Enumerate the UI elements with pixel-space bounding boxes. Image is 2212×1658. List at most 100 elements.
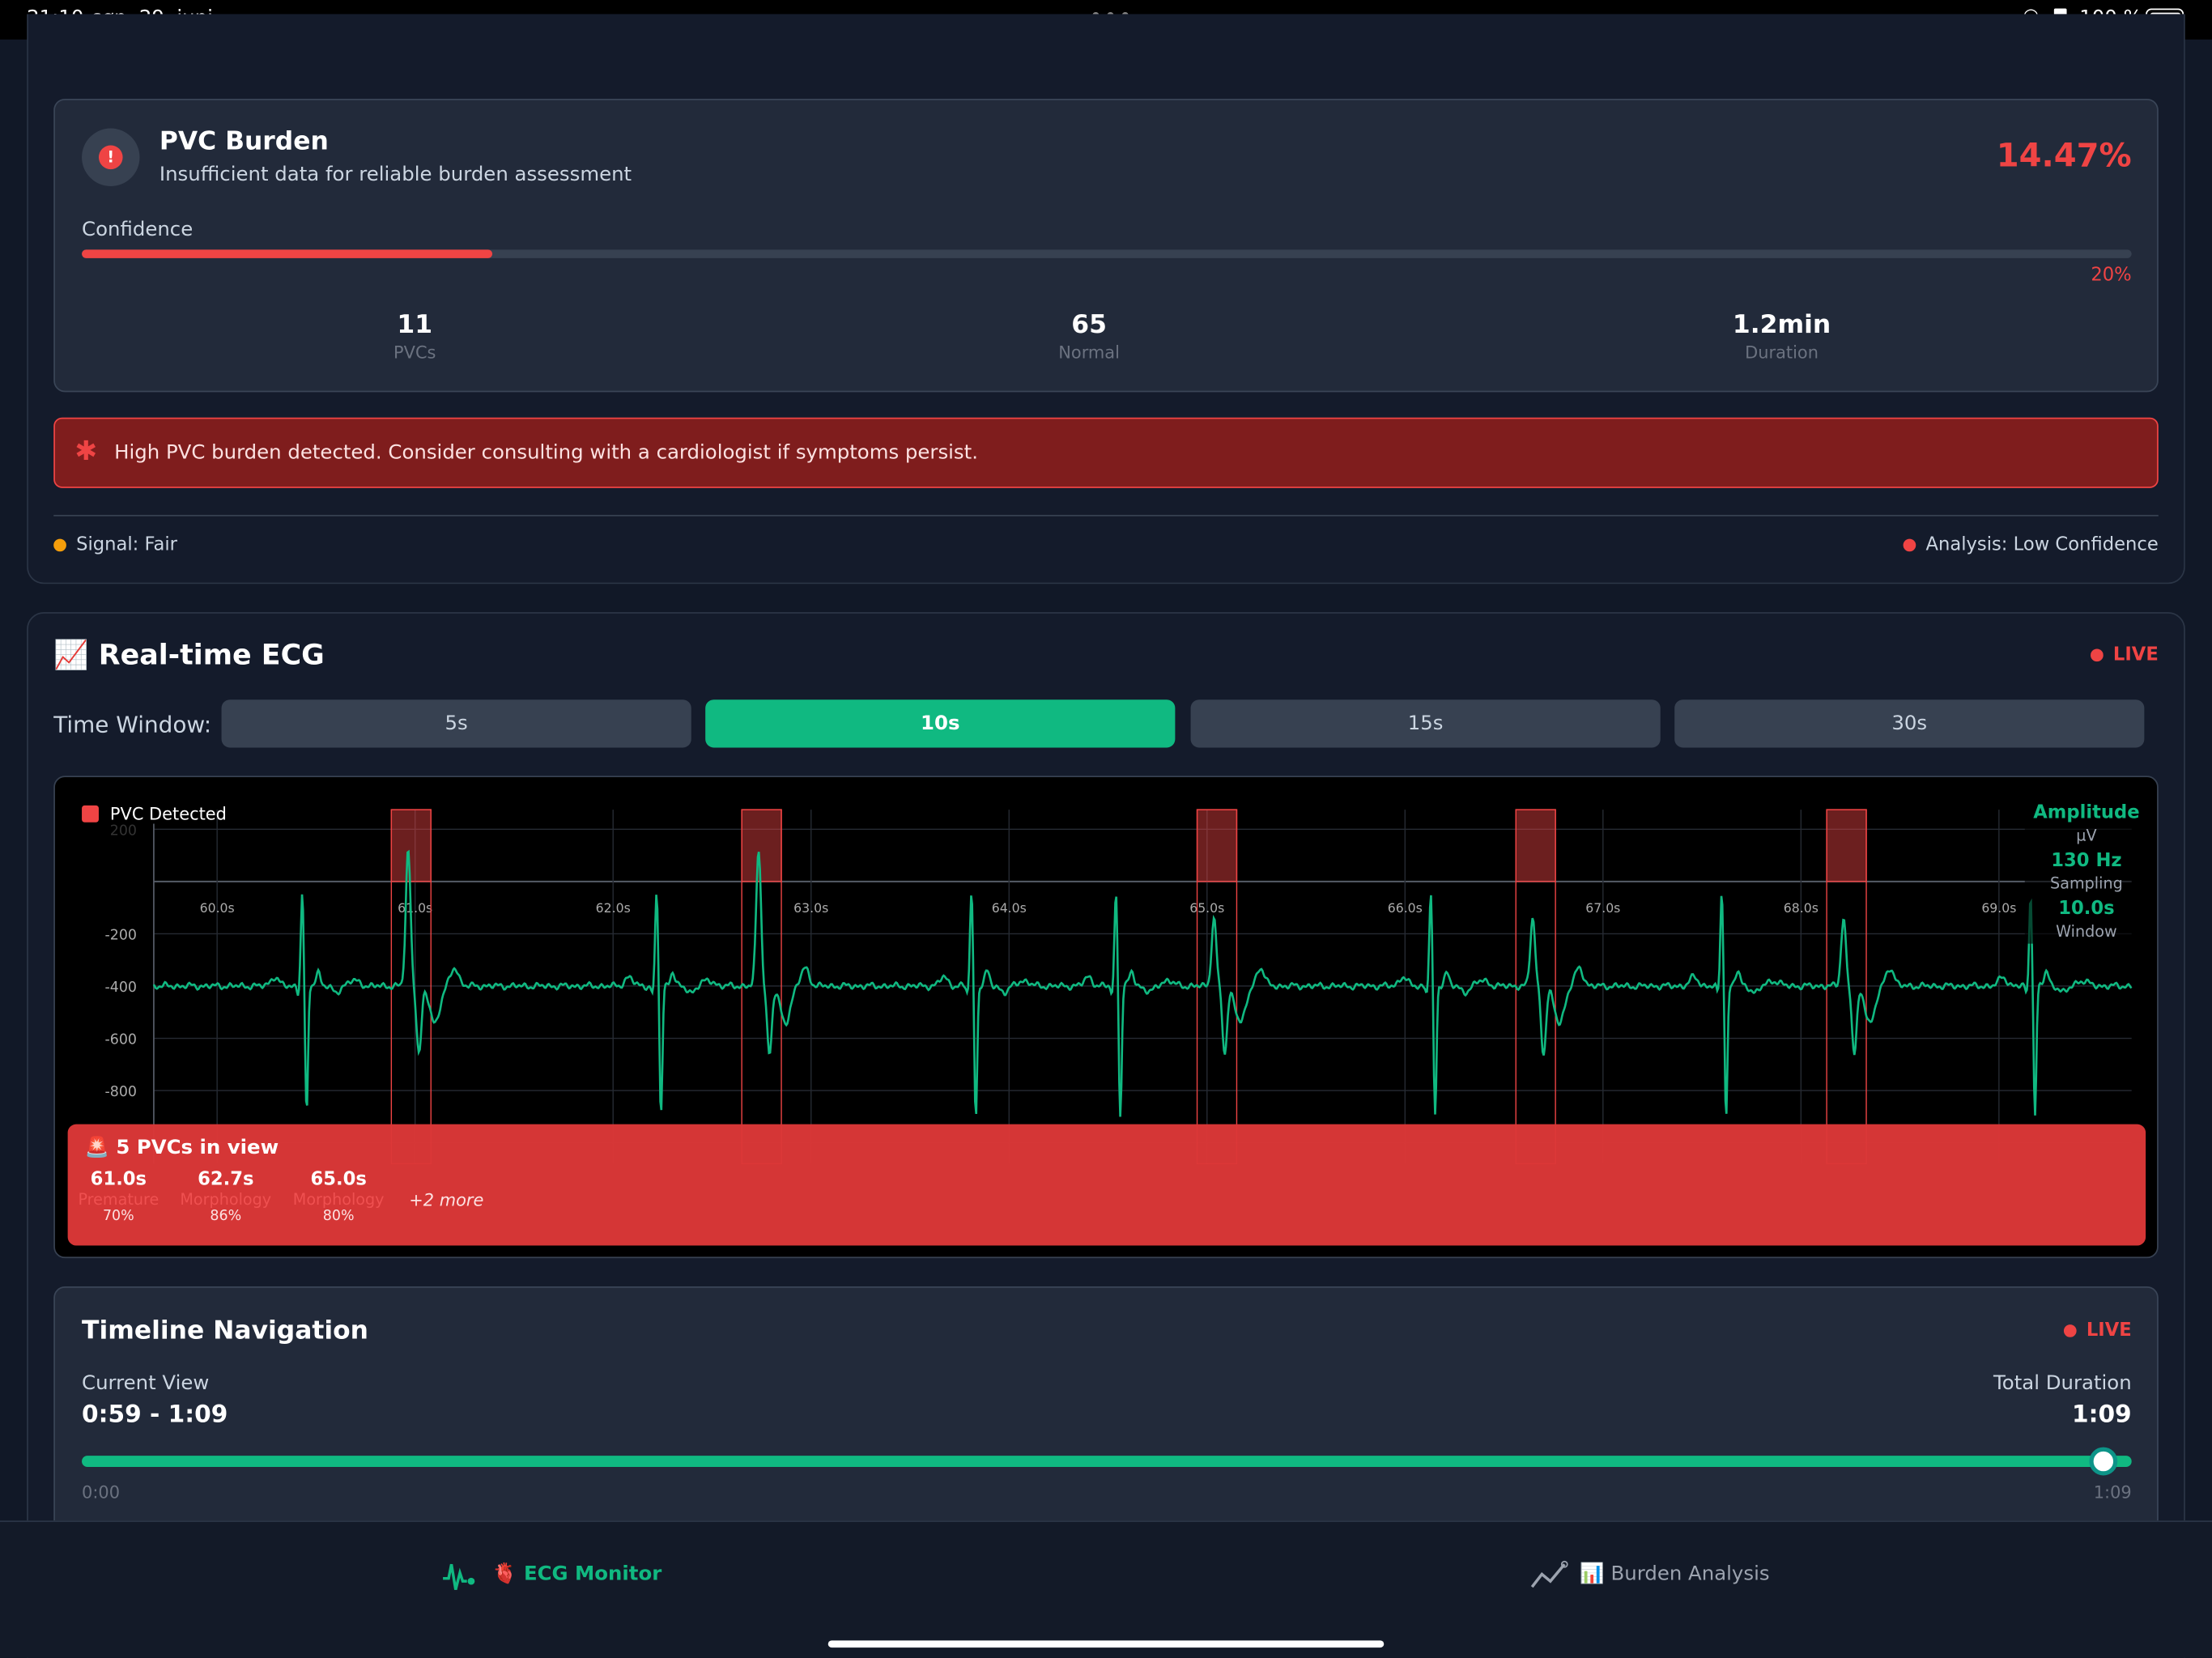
pvc-item[interactable]: 62.7s Morphology 86% bbox=[180, 1169, 271, 1224]
confidence-percent: 20% bbox=[2091, 265, 2132, 287]
pvc-type: Morphology bbox=[292, 1190, 385, 1209]
burden-title: PVC Burden bbox=[159, 126, 329, 157]
stat-normal: 65 Normal bbox=[1058, 310, 1120, 362]
confidence-label: Confidence bbox=[82, 219, 194, 241]
tab-ecg-monitor[interactable]: 🫀 ECG Monitor bbox=[441, 1556, 661, 1592]
siren-icon: 🚨 bbox=[84, 1137, 109, 1160]
y-tick-label: -200 bbox=[104, 927, 137, 943]
stat-label: Normal bbox=[1058, 342, 1120, 363]
pvc-summary-overlay: 🚨 5 PVCs in view 61.0s Premature 70% 62.… bbox=[67, 1124, 2146, 1246]
confidence-bar-fill bbox=[82, 249, 492, 258]
asterisk-icon: ✱ bbox=[74, 436, 98, 467]
pvc-confidence: 80% bbox=[322, 1209, 355, 1225]
time-window-label: Time Window: bbox=[53, 711, 212, 738]
chart-legend: PVC Detected bbox=[82, 804, 227, 824]
stat-value: 11 bbox=[397, 310, 433, 340]
x-tick-label: 69.0s bbox=[1981, 900, 2016, 916]
y-tick-label: -800 bbox=[104, 1084, 137, 1100]
time-window-30s-button[interactable]: 30s bbox=[1674, 699, 2145, 748]
high-burden-alert: ✱ High PVC burden detected. Consider con… bbox=[53, 417, 2159, 488]
time-window-5s-button[interactable]: 5s bbox=[221, 699, 691, 748]
stat-label: PVCs bbox=[393, 342, 436, 363]
chart-info-panel: Amplitude µV 130 Hz Sampling 10.0s Windo… bbox=[2024, 802, 2149, 943]
pvc-highlight bbox=[390, 809, 432, 882]
pvc-confidence: 70% bbox=[102, 1209, 134, 1225]
time-window-10s-button[interactable]: 10s bbox=[705, 699, 1176, 748]
pvc-highlight bbox=[741, 809, 782, 882]
stat-duration: 1.2min Duration bbox=[1733, 310, 1831, 362]
alert-circle-icon: ! bbox=[82, 128, 140, 186]
pvc-item[interactable]: 65.0s Morphology 80% bbox=[293, 1169, 385, 1224]
current-view-value: 0:59 - 1:09 bbox=[82, 1401, 228, 1430]
pvc-confidence: 86% bbox=[210, 1209, 242, 1225]
x-tick-label: 67.0s bbox=[1585, 900, 1620, 916]
pvc-type: Premature bbox=[78, 1190, 160, 1209]
sampling-label: Sampling bbox=[2050, 874, 2123, 894]
tab-bar: 🫀 ECG Monitor 📊 Burden Analysis bbox=[0, 1520, 2212, 1658]
live-dot-icon bbox=[2091, 648, 2104, 662]
pvc-time: 65.0s bbox=[310, 1169, 367, 1191]
stat-pvcs: 11 PVCs bbox=[393, 310, 436, 362]
amplitude-label: Amplitude bbox=[2033, 802, 2140, 824]
live-dot-icon bbox=[2063, 1324, 2077, 1337]
x-tick-label: 62.0s bbox=[596, 900, 631, 916]
window-value: 10.0s bbox=[2058, 899, 2115, 920]
total-duration-value: 1:09 bbox=[2071, 1401, 2132, 1430]
window-label: Window bbox=[2056, 922, 2117, 942]
x-tick-label: 66.0s bbox=[1388, 900, 1423, 916]
y-tick-label: -400 bbox=[104, 980, 137, 996]
x-tick-label: 63.0s bbox=[793, 900, 828, 916]
pvc-highlight bbox=[1515, 809, 1556, 882]
timeline-slider[interactable] bbox=[82, 1447, 2132, 1476]
pvc-item[interactable]: 61.0s Premature 70% bbox=[78, 1169, 159, 1224]
x-tick-label: 65.0s bbox=[1189, 900, 1224, 916]
timeline-end: 1:09 bbox=[2093, 1482, 2132, 1503]
analysis-label: Analysis: Low Confidence bbox=[1925, 534, 2159, 556]
home-indicator[interactable] bbox=[827, 1640, 1385, 1648]
pvc-burden-card: ! PVC Burden Insufficient data for relia… bbox=[53, 98, 2159, 393]
ecg-chart: 200 -200 -400 -600 -800 60.0s 61.0s 62.0s 63.0s 6… bbox=[53, 776, 2159, 1259]
signal-quality: Signal: Fair bbox=[53, 534, 177, 555]
x-tick-label: 61.0s bbox=[398, 900, 432, 916]
more-pvcs-link[interactable]: +2 more bbox=[409, 1190, 484, 1210]
pvc-time: 62.7s bbox=[198, 1169, 254, 1191]
tab-burden-analysis[interactable]: 📊 Burden Analysis bbox=[1529, 1556, 1770, 1592]
timeline-live-indicator: LIVE bbox=[2063, 1320, 2132, 1341]
pvc-highlight bbox=[1826, 809, 1867, 882]
ecg-waveform bbox=[152, 849, 2133, 1117]
y-tick-label: -600 bbox=[104, 1031, 137, 1048]
stat-value: 1.2min bbox=[1732, 310, 1831, 340]
confidence-bar bbox=[82, 249, 2132, 258]
alert-text: High PVC burden detected. Consider consu… bbox=[114, 441, 978, 465]
timeline-slider-thumb[interactable] bbox=[2088, 1447, 2117, 1476]
live-indicator: LIVE bbox=[2091, 644, 2159, 665]
tab-label: 🫀 ECG Monitor bbox=[492, 1562, 662, 1586]
time-window-15s-button[interactable]: 15s bbox=[1190, 699, 1661, 748]
amplitude-unit: µV bbox=[2076, 826, 2097, 845]
x-tick-label: 64.0s bbox=[992, 900, 1027, 916]
trend-chart-icon bbox=[1530, 1560, 1568, 1588]
x-tick-label: 60.0s bbox=[200, 900, 235, 916]
sampling-value: 130 Hz bbox=[2051, 850, 2122, 873]
timeline-start: 0:00 bbox=[82, 1482, 121, 1503]
pvc-highlight bbox=[1196, 809, 1238, 882]
stat-label: Duration bbox=[1745, 342, 1819, 363]
y-tick-label: 200 bbox=[110, 823, 137, 839]
burden-value: 14.47% bbox=[1996, 138, 2132, 176]
signal-dot-icon bbox=[53, 538, 66, 552]
legend-label: PVC Detected bbox=[109, 804, 227, 824]
signal-label: Signal: Fair bbox=[76, 534, 177, 556]
ecg-title: 📈 Real-time ECG bbox=[53, 637, 325, 672]
pvc-time: 61.0s bbox=[90, 1169, 147, 1191]
tab-label: 📊 Burden Analysis bbox=[1580, 1562, 1770, 1586]
pvc-legend-swatch bbox=[82, 805, 99, 823]
x-tick-label: 68.0s bbox=[1784, 900, 1819, 916]
pvc-type: Morphology bbox=[180, 1190, 272, 1209]
divider bbox=[53, 514, 2159, 517]
burden-subtitle: Insufficient data for reliable burden as… bbox=[159, 164, 632, 186]
analysis-status: Analysis: Low Confidence bbox=[1903, 534, 2159, 556]
current-view-label: Current View bbox=[82, 1372, 210, 1396]
stat-value: 65 bbox=[1071, 310, 1107, 340]
timeline-title: Timeline Navigation bbox=[82, 1316, 369, 1346]
